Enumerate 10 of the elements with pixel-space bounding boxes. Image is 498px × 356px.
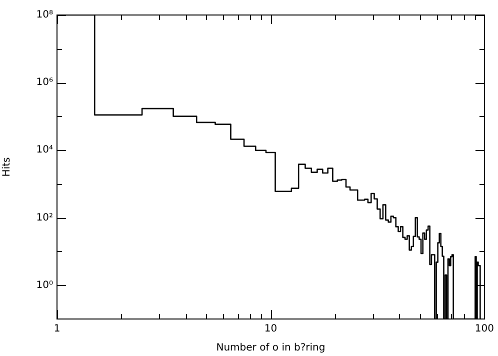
y-tick-label: 10² bbox=[36, 212, 53, 224]
y-tick-label: 10⁶ bbox=[36, 77, 53, 88]
y-tick-label: 10⁸ bbox=[36, 10, 53, 21]
x-axis-title: Number of o in b?ring bbox=[216, 342, 326, 354]
y-tick-label: 10⁰ bbox=[36, 280, 53, 291]
x-tick-label: 1 bbox=[54, 324, 60, 335]
y-axis-title: Hits bbox=[2, 157, 13, 177]
y-tick-label: 10⁴ bbox=[36, 144, 53, 156]
x-tick-label: 100 bbox=[474, 324, 494, 335]
x-tick-label: 10 bbox=[264, 324, 278, 335]
